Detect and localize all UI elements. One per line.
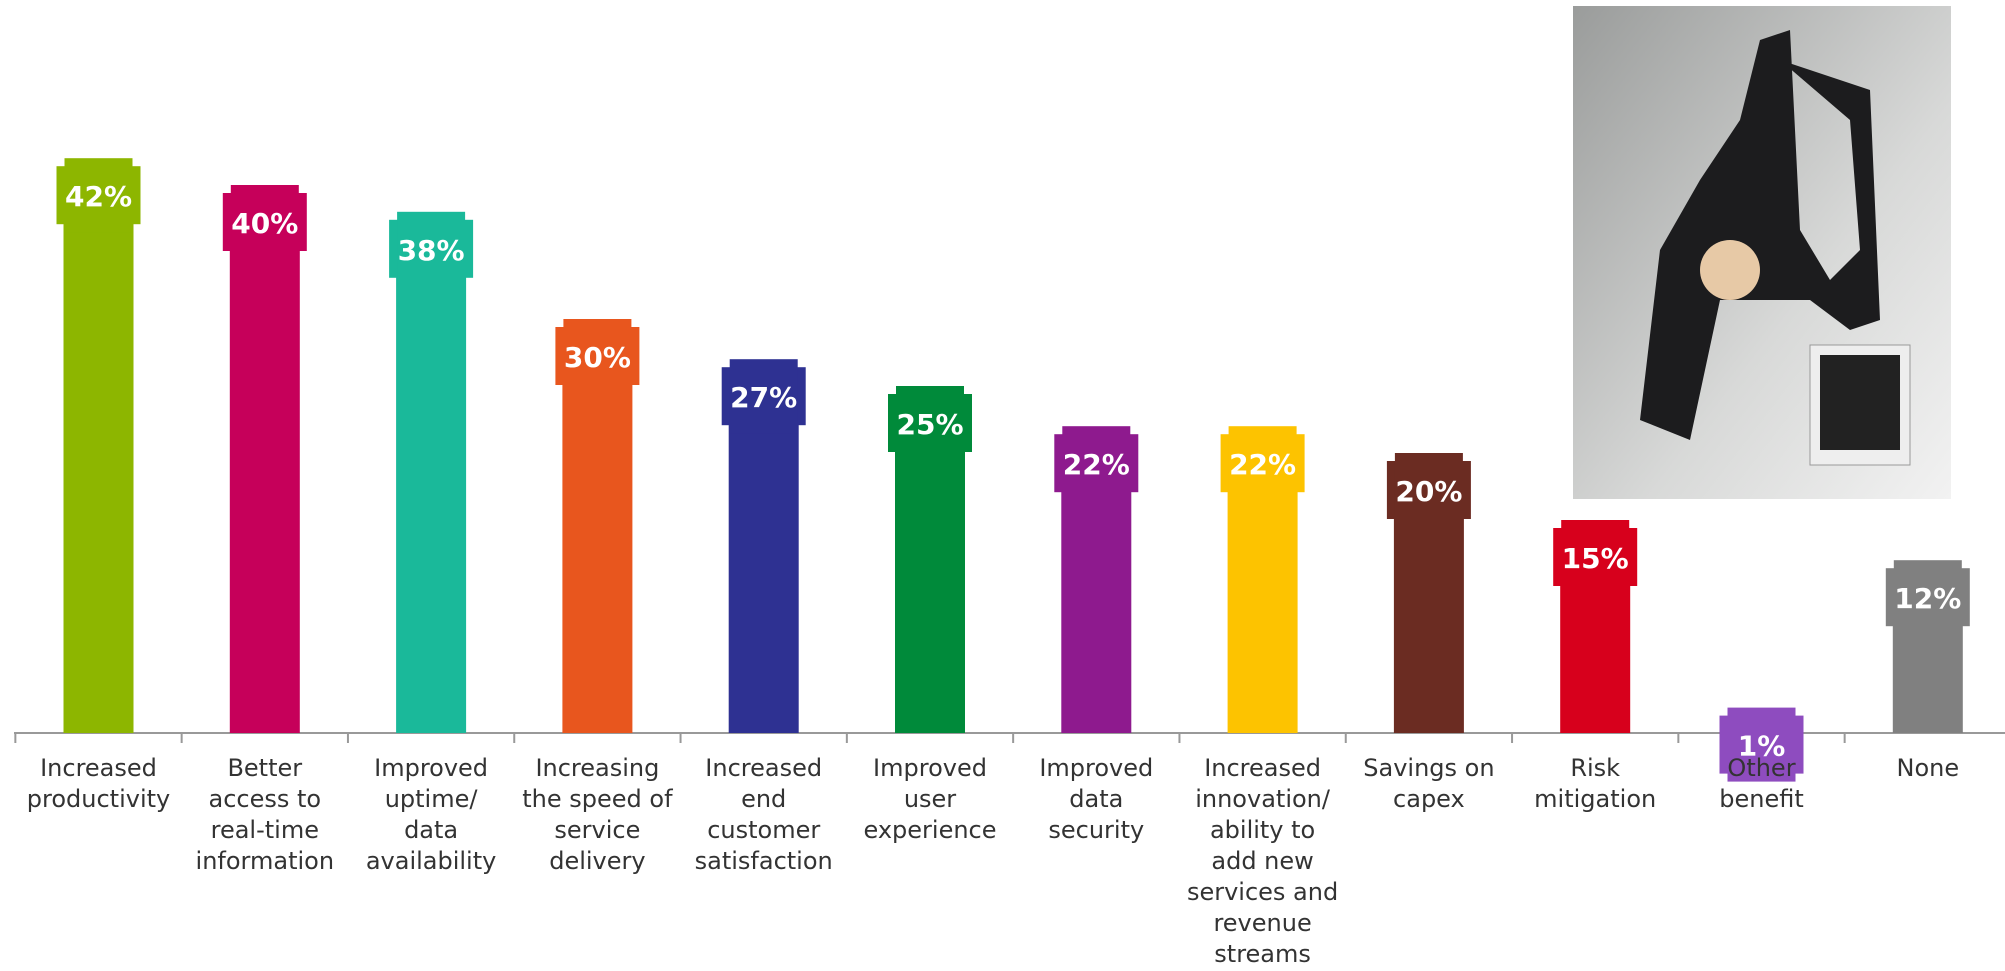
x-tick-label: Savings on capex	[1363, 754, 1494, 813]
value-label: 40%	[231, 207, 298, 240]
label-box-cap	[1561, 520, 1630, 594]
x-tick-label: None	[1896, 754, 1959, 782]
label-box-cap	[1727, 707, 1796, 782]
label-box-cap	[1893, 560, 1962, 635]
x-tick-label: Increased end customer satisfaction	[695, 754, 833, 875]
bar	[63, 170, 134, 733]
value-label: 1%	[1738, 730, 1786, 763]
value-label: 22%	[1229, 448, 1296, 481]
value-label: 15%	[1562, 542, 1629, 575]
x-tick-label: Risk mitigation	[1534, 754, 1656, 813]
bar	[396, 223, 467, 734]
label-box-cap	[64, 158, 133, 233]
label-box-cap	[397, 211, 466, 286]
value-label: 12%	[1894, 582, 1961, 615]
x-tick-label: Increased productivity	[27, 754, 170, 813]
value-label: 20%	[1395, 475, 1462, 508]
x-tick-label: Other benefit	[1719, 754, 1804, 813]
label-box-cap	[230, 185, 299, 259]
label-box-cap	[729, 359, 798, 434]
bar	[229, 197, 300, 733]
x-tick-label: Improved user experience	[863, 754, 996, 844]
label-box-cap	[1062, 426, 1131, 501]
x-tick-label: Increasing the speed of service delivery	[522, 754, 673, 875]
photo	[1573, 6, 1951, 499]
label-box-cap	[563, 319, 632, 393]
x-tick-label: Increased innovation/ability to add new ser…	[1187, 754, 1338, 968]
x-tick-label: Improved uptime/data availability	[366, 754, 497, 875]
label-box-cap	[1394, 453, 1463, 527]
bar	[562, 331, 633, 733]
value-label: 25%	[896, 408, 963, 441]
value-label: 38%	[398, 234, 465, 267]
value-label: 42%	[65, 180, 132, 213]
value-label: 22%	[1063, 448, 1130, 481]
value-label: 27%	[730, 381, 797, 414]
label-box-cap	[1228, 426, 1297, 501]
x-tick-label: Better access to real-time information	[196, 754, 335, 875]
value-label: 30%	[564, 341, 631, 374]
label-box-cap	[896, 386, 964, 460]
x-tick-label: Improved data security	[1039, 754, 1153, 844]
